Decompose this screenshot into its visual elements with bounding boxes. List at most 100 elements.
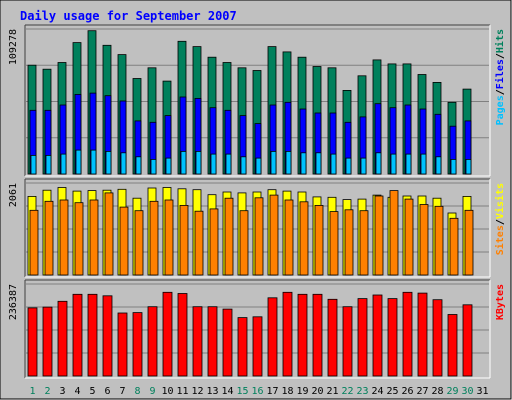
bar-pages-day-12 <box>195 150 202 175</box>
bar-kbytes-day-8 <box>132 312 143 377</box>
bar-kbytes-day-28 <box>432 299 443 377</box>
bar-sites-day-19 <box>299 201 309 276</box>
bar-kbytes-day-18 <box>282 291 293 377</box>
bar-pages-day-21 <box>330 153 337 175</box>
bar-pages-day-2 <box>45 154 52 175</box>
bar-sites-day-25 <box>389 190 399 276</box>
bar-kbytes-day-12 <box>192 306 203 377</box>
day-label-7: 7 <box>119 386 125 397</box>
day-label-19: 19 <box>296 386 308 397</box>
bar-pages-day-8 <box>135 156 142 175</box>
bar-sites-day-27 <box>419 204 429 276</box>
day-label-2: 2 <box>44 386 50 397</box>
bar-sites-day-11 <box>179 204 189 276</box>
day-label-31: 31 <box>476 386 488 397</box>
series-legend-label: KBytes <box>495 284 506 320</box>
bar-sites-day-2 <box>44 200 54 276</box>
bar-kbytes-day-22 <box>342 306 353 377</box>
bar-pages-day-25 <box>390 153 397 175</box>
legend-pages: Pages <box>495 95 506 125</box>
day-label-18: 18 <box>281 386 293 397</box>
bar-kbytes-day-6 <box>102 295 113 377</box>
bar-pages-day-26 <box>405 153 412 175</box>
bar-kbytes-day-23 <box>357 298 368 377</box>
bar-sites-day-23 <box>359 210 369 276</box>
legend-separator: / <box>495 219 506 225</box>
bar-sites-day-4 <box>74 202 84 276</box>
day-label-10: 10 <box>161 386 173 397</box>
bar-pages-day-28 <box>435 156 442 175</box>
bar-pages-day-1 <box>30 154 37 175</box>
bar-sites-day-20 <box>314 204 324 276</box>
bar-sites-day-3 <box>59 199 69 276</box>
bar-sites-day-9 <box>149 200 159 276</box>
bar-pages-day-13 <box>210 153 217 175</box>
bar-sites-day-13 <box>209 208 219 276</box>
bar-pages-day-4 <box>75 149 82 175</box>
bar-kbytes-day-7 <box>117 312 128 377</box>
bar-kbytes-day-1 <box>27 307 38 377</box>
bar-kbytes-day-19 <box>297 293 308 377</box>
bar-pages-day-24 <box>375 152 382 175</box>
bar-kbytes-day-14 <box>222 308 233 377</box>
bar-pages-day-27 <box>420 153 427 175</box>
day-label-11: 11 <box>176 386 188 397</box>
bar-kbytes-day-2 <box>42 306 53 377</box>
bar-sites-day-12 <box>194 210 204 276</box>
bar-kbytes-day-9 <box>147 306 158 377</box>
y-max-label: 236387 <box>8 284 19 320</box>
series-legend-label: Sites/Visits <box>494 183 506 255</box>
legend-hits: Hits <box>494 29 506 53</box>
bar-kbytes-day-27 <box>417 292 428 377</box>
bar-pages-day-14 <box>225 153 232 175</box>
bar-pages-day-18 <box>285 150 292 175</box>
bar-sites-day-15 <box>239 210 249 276</box>
bar-sites-day-7 <box>119 206 129 276</box>
legend-files: Files <box>494 59 506 89</box>
bar-pages-day-7 <box>120 152 127 175</box>
day-label-1: 1 <box>29 386 35 397</box>
legend-kbytes: KBytes <box>495 284 506 320</box>
legend-sites: Sites <box>494 225 506 255</box>
bar-kbytes-day-16 <box>252 316 263 377</box>
bar-kbytes-day-10 <box>162 291 173 377</box>
bar-pages-day-20 <box>315 152 322 175</box>
chart-title: Daily usage for September 2007 <box>20 9 237 23</box>
day-label-5: 5 <box>89 386 95 397</box>
day-label-13: 13 <box>206 386 218 397</box>
bar-pages-day-22 <box>345 157 352 175</box>
bar-kbytes-day-15 <box>237 317 248 377</box>
bar-pages-day-9 <box>150 158 157 175</box>
bar-sites-day-28 <box>434 205 444 276</box>
day-label-20: 20 <box>311 386 323 397</box>
series-legend-label: Pages/Files/Hits <box>494 29 506 125</box>
bar-sites-day-17 <box>269 194 279 276</box>
bar-kbytes-day-30 <box>462 304 473 377</box>
bar-pages-day-6 <box>105 150 112 175</box>
bar-pages-day-5 <box>90 149 97 175</box>
y-max-label: 2061 <box>8 183 19 207</box>
day-label-26: 26 <box>401 386 413 397</box>
day-label-17: 17 <box>266 386 278 397</box>
bar-kbytes-day-11 <box>177 293 188 377</box>
bar-sites-day-29 <box>449 217 459 276</box>
bar-kbytes-day-13 <box>207 306 218 377</box>
day-label-25: 25 <box>386 386 398 397</box>
day-label-21: 21 <box>326 386 338 397</box>
day-label-28: 28 <box>431 386 443 397</box>
day-label-12: 12 <box>191 386 203 397</box>
bar-kbytes-day-29 <box>447 314 458 377</box>
bar-pages-day-10 <box>165 157 172 175</box>
bar-kbytes-day-24 <box>372 294 383 377</box>
day-label-15: 15 <box>236 386 248 397</box>
bar-kbytes-day-21 <box>327 298 338 377</box>
bar-pages-day-3 <box>60 153 67 175</box>
bar-pages-day-17 <box>270 150 277 175</box>
bar-pages-day-23 <box>360 157 367 175</box>
bar-kbytes-day-5 <box>87 293 98 377</box>
bar-sites-day-14 <box>224 197 234 276</box>
day-label-30: 30 <box>461 386 473 397</box>
bar-pages-day-19 <box>300 152 307 175</box>
